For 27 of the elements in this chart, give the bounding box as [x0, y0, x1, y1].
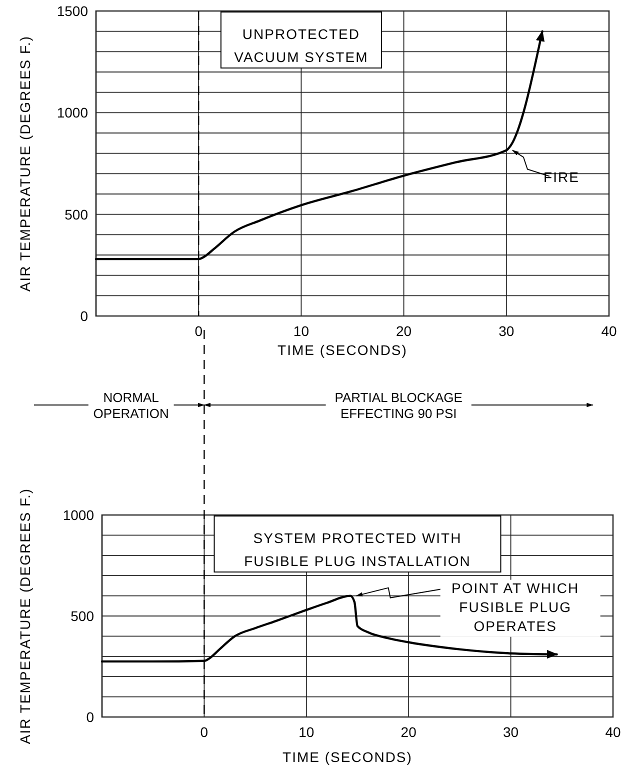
y-tick-label: 1500 — [56, 3, 88, 19]
y-axis-title: AIR TEMPERATURE (DEGREES F.) — [17, 488, 33, 744]
x-tick-label: 10 — [293, 323, 310, 339]
x-tick-label: 0 — [194, 323, 203, 339]
x-tick-label: 0 — [200, 724, 208, 740]
x-tick-label: 20 — [400, 724, 417, 740]
text: PARTIAL BLOCKAGE EFFECTING 90 PSI — [334, 390, 463, 421]
y-tick-label: 0 — [86, 709, 94, 725]
y-tick-label: 0 — [80, 308, 88, 324]
x-tick-label: 40 — [601, 323, 617, 339]
text: NORMAL OPERATION — [93, 390, 169, 421]
text: SYSTEM PROTECTED WITH FUSIBLE PLUG INSTALLATION — [244, 530, 471, 569]
x-tick-label: 40 — [605, 724, 621, 740]
y-tick-label: 1000 — [56, 104, 88, 121]
annotation: POINT AT WHICH FUSIBLE PLUG OPERATES — [452, 580, 580, 634]
y-tick-label: 500 — [64, 206, 88, 222]
x-tick-label: 30 — [498, 323, 514, 339]
x-tick-label: 10 — [298, 724, 314, 740]
x-tick-label: 30 — [503, 724, 519, 740]
x-axis-title: TIME (SECONDS) — [278, 342, 408, 358]
annotation: FIRE — [544, 169, 580, 186]
text: UNPROTECTED VACUUM SYSTEM — [234, 26, 368, 65]
y-tick-label: 500 — [70, 608, 94, 624]
x-tick-label: 20 — [396, 323, 412, 339]
x-axis-title: TIME (SECONDS) — [282, 749, 412, 765]
y-axis-title: AIR TEMPERATURE (DEGREES F.) — [17, 35, 33, 292]
y-tick-label: 1000 — [62, 507, 94, 523]
